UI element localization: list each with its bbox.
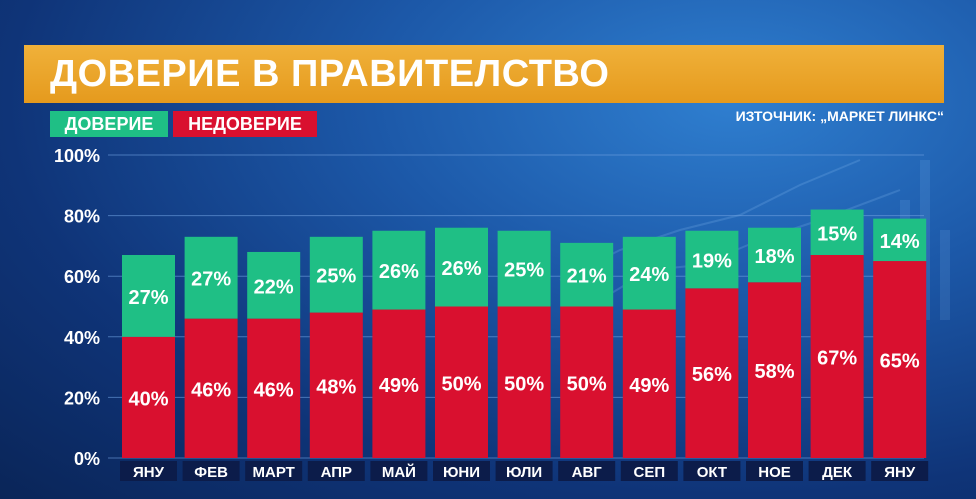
category-label: НОЕ bbox=[758, 464, 791, 481]
data-label-trust: 27% bbox=[191, 269, 231, 291]
category-label: АПР bbox=[321, 464, 352, 481]
bar-distrust bbox=[309, 312, 363, 458]
y-tick-label: 40% bbox=[64, 328, 100, 348]
data-label-trust: 24% bbox=[629, 264, 669, 286]
bar-trust bbox=[810, 209, 864, 255]
data-label-trust: 26% bbox=[379, 261, 419, 283]
bar-trust bbox=[560, 242, 614, 307]
category-label: ЯНУ bbox=[884, 464, 916, 481]
category-label: АВГ bbox=[572, 464, 603, 481]
bar-distrust bbox=[184, 318, 238, 458]
data-label-trust: 21% bbox=[567, 266, 607, 288]
category-label-bg bbox=[558, 461, 616, 481]
data-label-distrust: 48% bbox=[316, 376, 356, 398]
category-label-bg bbox=[307, 461, 365, 481]
data-label-trust: 14% bbox=[880, 231, 920, 253]
category-label-bg bbox=[871, 461, 929, 481]
legend-trust: ДОВЕРИЕ bbox=[50, 111, 168, 137]
category-label: ДЕК bbox=[822, 464, 853, 481]
bar-distrust bbox=[622, 309, 676, 458]
data-label-distrust: 50% bbox=[567, 373, 607, 395]
category-label: ЮНИ bbox=[443, 464, 480, 481]
bar-trust bbox=[247, 251, 301, 319]
data-label-trust: 25% bbox=[504, 260, 544, 282]
bar-distrust bbox=[685, 288, 739, 458]
category-label-bg bbox=[433, 461, 490, 481]
bar-trust bbox=[122, 254, 175, 337]
category-label-bg bbox=[683, 461, 741, 481]
y-tick-label: 100% bbox=[54, 146, 100, 166]
data-label-trust: 22% bbox=[254, 276, 294, 298]
bar-trust bbox=[685, 230, 739, 289]
y-tick-label: 0% bbox=[74, 449, 100, 469]
category-label-bg bbox=[746, 461, 803, 481]
data-label-trust: 15% bbox=[817, 223, 857, 245]
category-label-bg bbox=[495, 461, 553, 481]
category-label: СЕП bbox=[633, 464, 665, 481]
category-label: ОКТ bbox=[697, 464, 727, 481]
data-label-distrust: 46% bbox=[254, 379, 294, 401]
data-label-distrust: 65% bbox=[880, 351, 920, 373]
data-label-distrust: 49% bbox=[629, 375, 669, 397]
data-label-trust: 19% bbox=[692, 251, 732, 273]
data-label-distrust: 50% bbox=[504, 373, 544, 395]
category-label-bg bbox=[245, 461, 303, 481]
data-label-distrust: 50% bbox=[441, 373, 481, 395]
source-note: ИЗТОЧНИК: „МАРКЕТ ЛИНКС“ bbox=[735, 108, 944, 124]
category-label: МАРТ bbox=[253, 464, 295, 481]
category-label: ЮЛИ bbox=[506, 464, 542, 481]
data-label-distrust: 67% bbox=[817, 347, 857, 369]
bar-trust bbox=[873, 218, 927, 262]
bar-trust bbox=[497, 230, 551, 307]
bar-distrust bbox=[560, 306, 614, 458]
category-label-bg bbox=[120, 461, 177, 481]
bar-trust bbox=[372, 230, 426, 310]
data-label-distrust: 46% bbox=[191, 379, 231, 401]
category-label: ЯНУ bbox=[133, 464, 165, 481]
category-label-bg bbox=[620, 461, 678, 481]
bar-distrust bbox=[247, 318, 301, 458]
bar-distrust bbox=[873, 261, 927, 458]
chart-title: ДОВЕРИЕ В ПРАВИТЕЛСТВО bbox=[50, 53, 610, 95]
bar-trust bbox=[622, 236, 676, 310]
bar-distrust bbox=[810, 254, 864, 458]
data-label-trust: 25% bbox=[316, 266, 356, 288]
category-label: ФЕВ bbox=[194, 464, 228, 481]
bar-distrust bbox=[497, 306, 551, 458]
bar-distrust bbox=[122, 336, 175, 458]
bar-trust bbox=[309, 236, 363, 313]
y-tick-label: 80% bbox=[64, 207, 100, 227]
bar-distrust bbox=[372, 309, 426, 458]
category-label-bg bbox=[808, 461, 866, 481]
data-label-distrust: 58% bbox=[754, 361, 794, 383]
y-tick-label: 20% bbox=[64, 388, 100, 408]
bar-distrust bbox=[748, 282, 801, 458]
data-label-trust: 27% bbox=[128, 287, 168, 309]
category-label-bg bbox=[370, 461, 428, 481]
legend-distrust: НЕДОВЕРИЕ bbox=[173, 111, 317, 137]
title-bar: ДОВЕРИЕ В ПРАВИТЕЛСТВО bbox=[24, 45, 944, 103]
bar-distrust bbox=[435, 306, 488, 458]
data-label-trust: 26% bbox=[441, 258, 481, 280]
category-label: МАЙ bbox=[382, 463, 416, 481]
data-label-distrust: 40% bbox=[128, 388, 168, 410]
bar-trust bbox=[435, 227, 488, 307]
data-label-distrust: 49% bbox=[379, 375, 419, 397]
y-tick-label: 60% bbox=[64, 267, 100, 287]
data-label-distrust: 56% bbox=[692, 364, 732, 386]
bar-trust bbox=[184, 236, 238, 319]
data-label-trust: 18% bbox=[754, 246, 794, 268]
bar-trust bbox=[748, 227, 801, 283]
category-label-bg bbox=[182, 461, 240, 481]
